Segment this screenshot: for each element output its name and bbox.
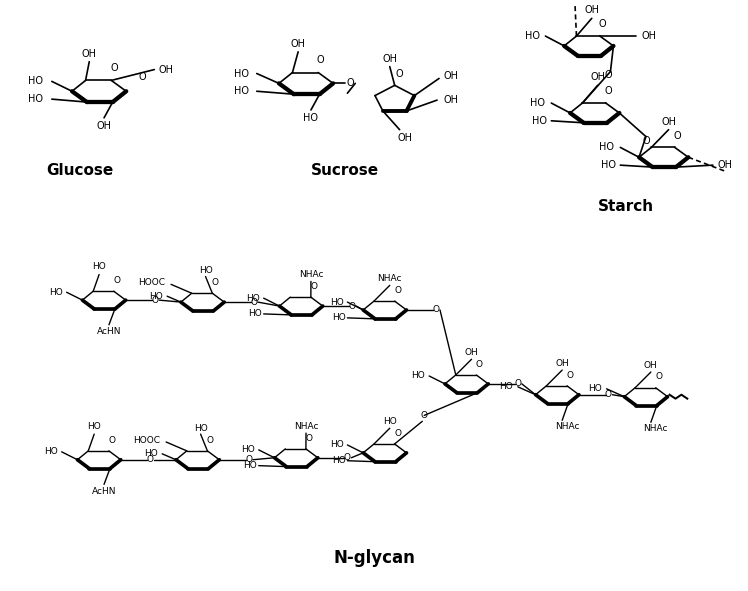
Text: HO: HO [411, 372, 425, 381]
Text: O: O [317, 55, 325, 65]
Text: O: O [138, 73, 147, 83]
Text: HO: HO [28, 76, 43, 86]
Text: HO: HO [246, 294, 260, 303]
Text: NHAc: NHAc [298, 270, 323, 279]
Text: HO: HO [243, 461, 257, 470]
Text: HO: HO [144, 449, 159, 459]
Text: HO: HO [241, 446, 255, 454]
Text: O: O [604, 86, 613, 96]
Text: O: O [114, 276, 120, 285]
Text: OH: OH [590, 73, 605, 83]
Text: OH: OH [96, 121, 111, 131]
Text: NHAc: NHAc [294, 422, 318, 431]
Text: O: O [344, 453, 351, 462]
Text: O: O [396, 70, 403, 80]
Text: O: O [305, 434, 313, 443]
Text: Sucrose: Sucrose [311, 163, 379, 177]
Text: O: O [346, 79, 354, 89]
Text: OH: OH [641, 31, 656, 41]
Text: OH: OH [584, 5, 599, 15]
Text: N-glycan: N-glycan [333, 549, 415, 567]
Text: HO: HO [331, 456, 346, 465]
Text: NHAc: NHAc [378, 274, 402, 283]
Text: AcHN: AcHN [92, 487, 116, 496]
Text: HO: HO [92, 262, 106, 271]
Text: HO: HO [28, 94, 43, 104]
Text: HO: HO [49, 288, 63, 297]
Text: O: O [598, 20, 607, 29]
Text: HO: HO [330, 440, 343, 450]
Text: HO: HO [304, 113, 319, 123]
Text: O: O [394, 286, 401, 295]
Text: O: O [110, 63, 117, 73]
Text: HO: HO [601, 160, 616, 170]
Text: Glucose: Glucose [46, 163, 113, 177]
Text: O: O [152, 296, 159, 304]
Text: O: O [207, 436, 214, 444]
Text: HO: HO [248, 310, 262, 319]
Text: O: O [251, 298, 257, 307]
Text: OH: OH [382, 54, 397, 64]
Text: HO: HO [234, 86, 249, 96]
Text: HO: HO [599, 142, 614, 152]
Text: OH: OH [644, 361, 657, 369]
Text: O: O [147, 455, 154, 465]
Text: O: O [604, 70, 613, 80]
Text: OH: OH [661, 117, 676, 127]
Text: HO: HO [524, 31, 539, 41]
Text: HO: HO [533, 116, 548, 126]
Text: OH: OH [82, 49, 96, 59]
Text: OH: OH [397, 132, 412, 142]
Text: HOOC: HOOC [133, 436, 160, 444]
Text: HO: HO [199, 266, 212, 275]
Text: HO: HO [150, 292, 163, 301]
Text: OH: OH [555, 359, 569, 368]
Text: OH: OH [718, 160, 733, 170]
Text: Starch: Starch [598, 199, 654, 214]
Text: O: O [476, 360, 483, 369]
Text: HO: HO [44, 447, 58, 456]
Text: O: O [432, 306, 440, 314]
Text: NHAc: NHAc [555, 422, 580, 431]
Text: OH: OH [465, 348, 479, 357]
Text: OH: OH [444, 72, 459, 82]
Text: HO: HO [383, 417, 396, 426]
Text: O: O [642, 135, 650, 145]
Text: O: O [420, 411, 428, 420]
Text: O: O [349, 301, 356, 310]
Text: O: O [655, 372, 662, 381]
Text: O: O [605, 390, 612, 399]
Text: OH: OH [159, 64, 174, 74]
Text: HO: HO [330, 298, 343, 307]
Text: HO: HO [88, 422, 101, 431]
Text: O: O [515, 379, 521, 388]
Text: O: O [212, 278, 219, 287]
Text: HO: HO [234, 69, 249, 79]
Text: HO: HO [588, 384, 601, 393]
Text: O: O [394, 428, 401, 437]
Text: OH: OH [291, 39, 306, 49]
Text: O: O [674, 131, 681, 141]
Text: HO: HO [499, 382, 513, 391]
Text: OH: OH [444, 95, 459, 105]
Text: AcHN: AcHN [96, 327, 121, 336]
Text: HO: HO [530, 98, 545, 108]
Text: HO: HO [194, 424, 207, 433]
Text: O: O [108, 436, 115, 444]
Text: NHAc: NHAc [643, 424, 668, 433]
Text: HOOC: HOOC [138, 278, 165, 287]
Text: O: O [566, 371, 574, 379]
Text: O: O [310, 282, 317, 291]
Text: HO: HO [331, 313, 346, 322]
Text: O: O [245, 455, 252, 465]
